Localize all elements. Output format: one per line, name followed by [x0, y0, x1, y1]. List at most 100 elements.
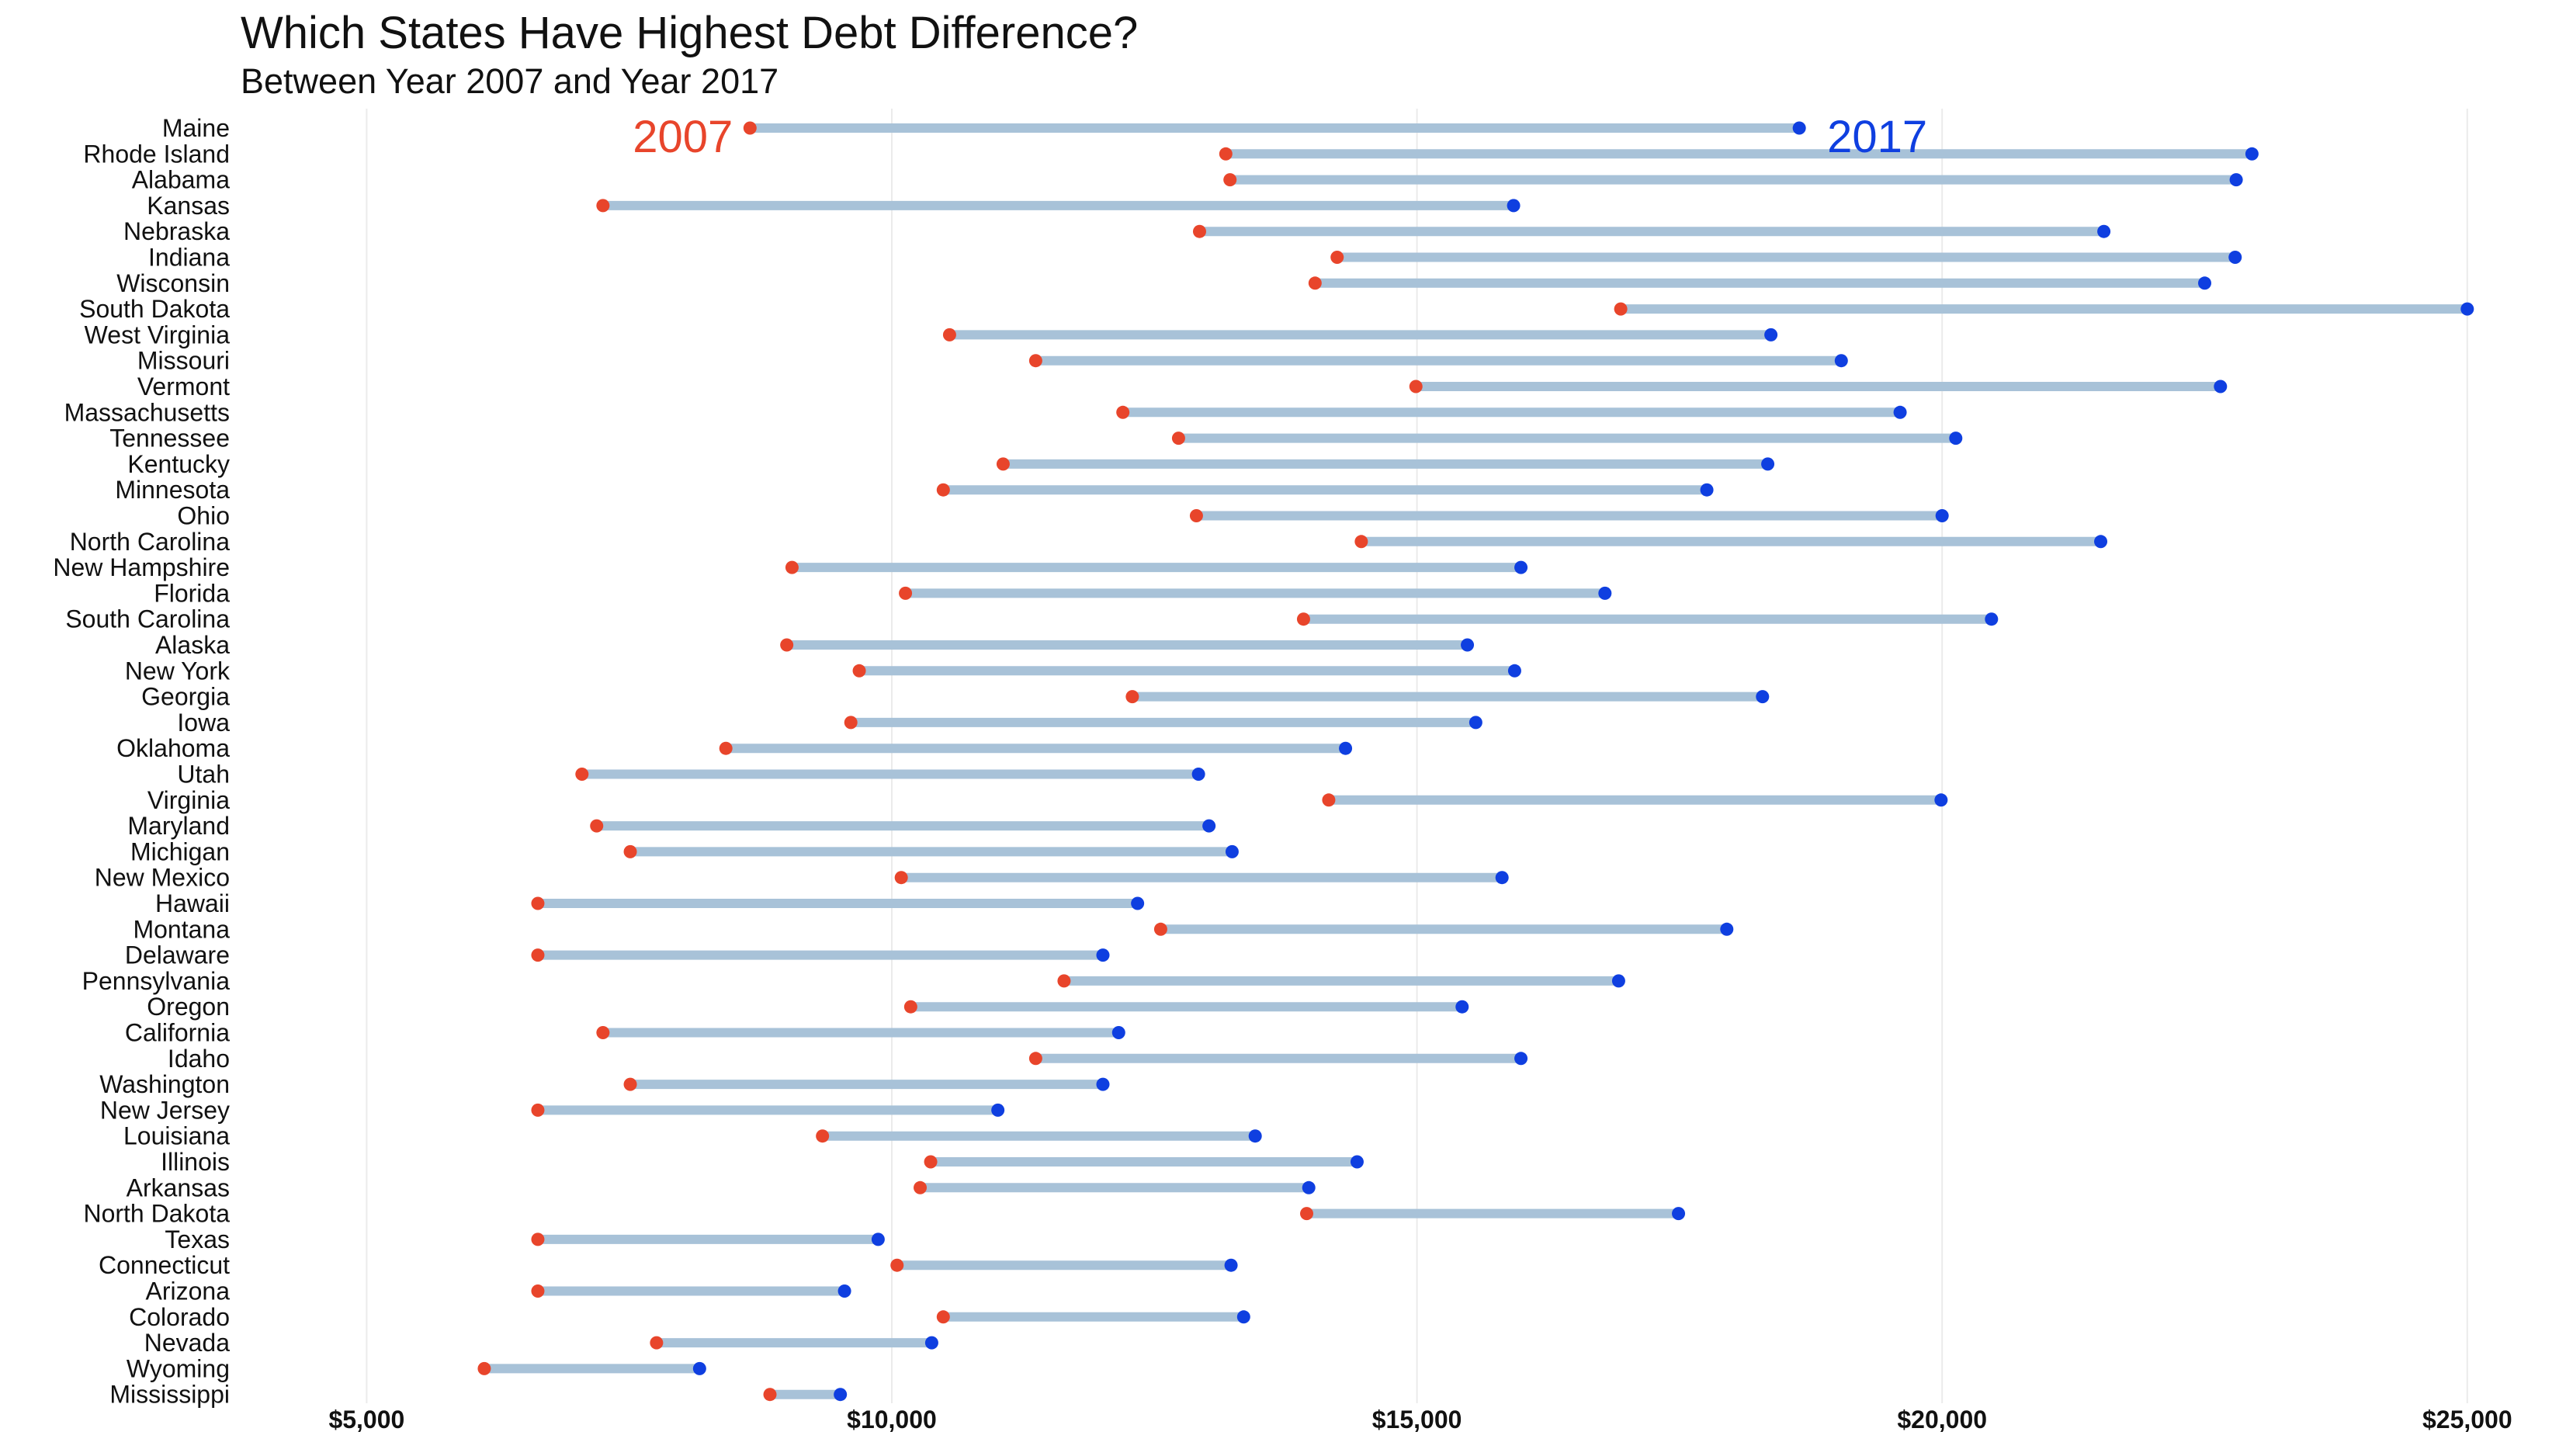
- state-label: Missouri: [137, 347, 230, 375]
- point-2017: [1495, 871, 1509, 885]
- state-label: Oklahoma: [116, 734, 230, 762]
- point-2007: [936, 1310, 950, 1324]
- point-2017: [2198, 276, 2212, 290]
- point-2017: [1224, 1258, 1238, 1272]
- point-2007: [1223, 173, 1237, 187]
- state-label: Wisconsin: [116, 269, 230, 297]
- x-tick-label: $25,000: [2422, 1406, 2512, 1433]
- x-tick-label: $5,000: [328, 1406, 404, 1433]
- point-2017: [1191, 768, 1205, 781]
- x-axis-tick-labels: $5,000 $10,000 $15,000 $20,000 $25,000: [328, 1406, 2512, 1433]
- state-label: Virginia: [147, 786, 230, 814]
- point-2017: [1339, 741, 1353, 755]
- point-2007: [816, 1129, 830, 1143]
- point-2007: [914, 1180, 928, 1194]
- point-2017: [1985, 612, 1999, 626]
- point-2007: [1192, 224, 1206, 238]
- state-label: Maryland: [127, 812, 230, 840]
- point-2007: [1300, 1207, 1314, 1221]
- state-label: Colorado: [129, 1303, 230, 1331]
- point-2017: [1469, 716, 1482, 730]
- point-2007: [1057, 974, 1071, 988]
- point-2017: [1302, 1180, 1316, 1194]
- point-2017: [1096, 1077, 1110, 1091]
- points-2017: [692, 121, 2474, 1402]
- gridlines: [366, 109, 2468, 1403]
- x-tick-label: $15,000: [1372, 1406, 1462, 1433]
- state-label: Florida: [154, 579, 230, 607]
- point-2017: [1720, 922, 1734, 936]
- point-2007: [477, 1361, 491, 1375]
- point-2017: [1756, 690, 1770, 704]
- point-2007: [531, 948, 545, 962]
- point-2017: [1236, 1310, 1250, 1324]
- state-label: Oregon: [147, 993, 230, 1021]
- state-label: Arizona: [146, 1277, 231, 1305]
- point-2007: [1028, 354, 1042, 368]
- point-2017: [1131, 896, 1145, 910]
- point-2017: [2460, 302, 2474, 316]
- state-label: California: [125, 1019, 230, 1047]
- dumbbell-bars: [484, 123, 2467, 1399]
- state-label: West Virginia: [85, 321, 231, 348]
- state-label: Vermont: [137, 373, 230, 400]
- point-2007: [1171, 432, 1185, 445]
- state-label: Indiana: [148, 244, 230, 272]
- point-2007: [852, 664, 866, 678]
- state-label: North Carolina: [70, 528, 231, 556]
- state-label: Iowa: [177, 709, 230, 737]
- point-2017: [991, 1103, 1005, 1117]
- point-2017: [1111, 1026, 1125, 1039]
- state-label: Alaska: [155, 631, 230, 659]
- state-label: Massachusetts: [64, 398, 230, 426]
- point-2017: [1096, 948, 1110, 962]
- state-label: South Dakota: [79, 295, 230, 323]
- point-2007: [719, 741, 733, 755]
- point-2007: [780, 638, 794, 652]
- x-tick-label: $10,000: [847, 1406, 937, 1433]
- point-2007: [936, 483, 950, 497]
- state-label: Pennsylvania: [82, 967, 231, 995]
- point-2007: [1308, 276, 1322, 290]
- state-label: Utah: [177, 761, 230, 789]
- point-2017: [1202, 819, 1216, 833]
- point-2007: [1614, 302, 1628, 316]
- point-2017: [871, 1232, 885, 1246]
- state-label: New Mexico: [95, 864, 230, 892]
- point-2007: [1409, 380, 1423, 393]
- point-2007: [590, 819, 604, 833]
- state-label: Mississippi: [109, 1381, 230, 1409]
- point-2017: [692, 1361, 706, 1375]
- point-2017: [1672, 1207, 1686, 1221]
- state-label: Tennessee: [109, 425, 230, 452]
- point-2007: [899, 586, 913, 600]
- point-2007: [1189, 509, 1203, 522]
- state-label: Michigan: [130, 837, 230, 865]
- point-2017: [1455, 1000, 1469, 1014]
- point-2007: [1028, 1052, 1042, 1066]
- point-2017: [1761, 457, 1775, 471]
- point-2007: [531, 1103, 545, 1117]
- point-2007: [1125, 690, 1139, 704]
- point-2007: [596, 1026, 610, 1039]
- point-2017: [924, 1336, 938, 1350]
- series-label-2007: 2007: [633, 112, 733, 162]
- point-2017: [1507, 199, 1521, 213]
- point-2017: [1514, 1052, 1528, 1066]
- point-2017: [1935, 509, 1949, 522]
- point-2007: [1153, 922, 1167, 936]
- point-2007: [531, 1232, 545, 1246]
- point-2007: [1354, 535, 1368, 549]
- point-2007: [1116, 405, 1130, 419]
- point-2017: [1611, 974, 1625, 988]
- point-2007: [596, 199, 610, 213]
- point-2017: [1893, 405, 1907, 419]
- state-label: Delaware: [125, 941, 230, 969]
- state-label: Montana: [133, 915, 230, 943]
- point-2017: [1700, 483, 1714, 497]
- point-2007: [890, 1258, 904, 1272]
- point-2017: [2097, 224, 2111, 238]
- point-2017: [1792, 121, 1806, 135]
